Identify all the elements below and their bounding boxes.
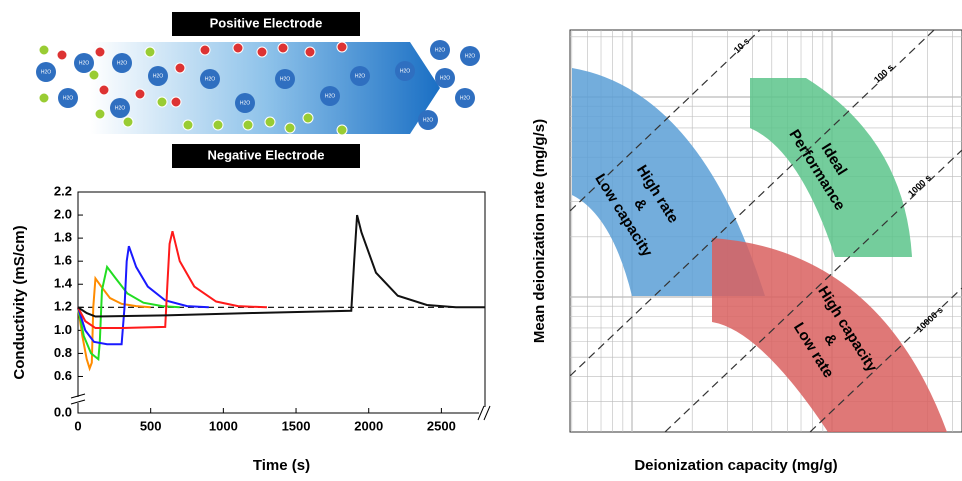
y-tick-label: 1.2 xyxy=(54,299,72,314)
ion xyxy=(175,63,185,73)
molecule-label: H2O xyxy=(435,47,445,53)
ion xyxy=(171,97,181,107)
ion xyxy=(200,45,210,55)
molecule-label: H2O xyxy=(280,76,290,82)
plot-frame xyxy=(78,192,485,413)
ion xyxy=(135,89,145,99)
molecule-label: H2O xyxy=(440,75,450,81)
molecule-label: H2O xyxy=(41,69,51,75)
series-line xyxy=(78,246,209,344)
molecule-label: H2O xyxy=(355,73,365,79)
ion xyxy=(145,47,155,57)
ion xyxy=(305,47,315,57)
molecule-label: H2O xyxy=(63,95,73,101)
ion xyxy=(285,123,295,133)
molecule-label: H2O xyxy=(400,68,410,74)
y-tick-label: 0.8 xyxy=(54,345,72,360)
x-axis-label: Time (s) xyxy=(253,457,310,474)
x-tick-label: 2500 xyxy=(427,418,456,433)
ion xyxy=(157,97,167,107)
y-tick-label: 1.6 xyxy=(54,253,72,268)
y-tick-label: 0.6 xyxy=(54,368,72,383)
ion xyxy=(183,120,193,130)
ion xyxy=(95,109,105,119)
molecule-label: H2O xyxy=(117,60,127,66)
molecule-label: H2O xyxy=(465,53,475,59)
y-tick-label: 0.0 xyxy=(54,404,72,419)
molecule-label: H2O xyxy=(205,76,215,82)
ion xyxy=(213,120,223,130)
molecule-label: H2O xyxy=(423,117,433,123)
molecule-label: H2O xyxy=(153,73,163,79)
y-tick-label: 1.4 xyxy=(54,276,73,291)
ion xyxy=(89,70,99,80)
y-axis-label: Conductivity (mS/cm) xyxy=(11,225,28,379)
ion xyxy=(278,43,288,53)
ion xyxy=(233,43,243,53)
x-axis-label: Deionization capacity (mg/g) xyxy=(634,457,837,474)
ion xyxy=(39,93,49,103)
x-tick-label: 0 xyxy=(74,418,81,433)
ion xyxy=(99,85,109,95)
x-tick-label: 1000 xyxy=(209,418,238,433)
conductivity-chart: 0.0 0.6 0.8 1.0 1.2 1.4 1.6 1.8 2.0 2.2 0 500 1000 15… xyxy=(11,183,490,474)
molecule-label: H2O xyxy=(79,60,89,66)
ion xyxy=(243,120,253,130)
electrode-label: Positive Electrode xyxy=(210,15,323,30)
x-tick-label: 1500 xyxy=(282,418,311,433)
y-tick-label: 2.0 xyxy=(54,206,72,221)
molecule-label: H2O xyxy=(325,93,335,99)
ion xyxy=(265,117,275,127)
y-tick-label: 2.2 xyxy=(54,183,72,198)
ion xyxy=(257,47,267,57)
ion xyxy=(303,113,313,123)
y-axis-label: Mean deionization rate (mg/g/s) xyxy=(531,119,548,343)
molecule-label: H2O xyxy=(460,95,470,101)
x-tick-label: 2000 xyxy=(354,418,383,433)
ion xyxy=(337,125,347,135)
x-tick-label: 500 xyxy=(140,418,162,433)
electrode-label: Negative Electrode xyxy=(207,147,324,162)
figure: Positive Electrode Negative Electrode H2… xyxy=(0,0,962,481)
molecule-label: H2O xyxy=(115,105,125,111)
ion xyxy=(57,50,67,60)
ion xyxy=(337,42,347,52)
molecule-label: H2O xyxy=(240,100,250,106)
ion xyxy=(123,117,133,127)
ion xyxy=(95,47,105,57)
ion xyxy=(39,45,49,55)
y-tick-label: 1.0 xyxy=(54,322,72,337)
y-tick-label: 1.8 xyxy=(54,230,72,245)
